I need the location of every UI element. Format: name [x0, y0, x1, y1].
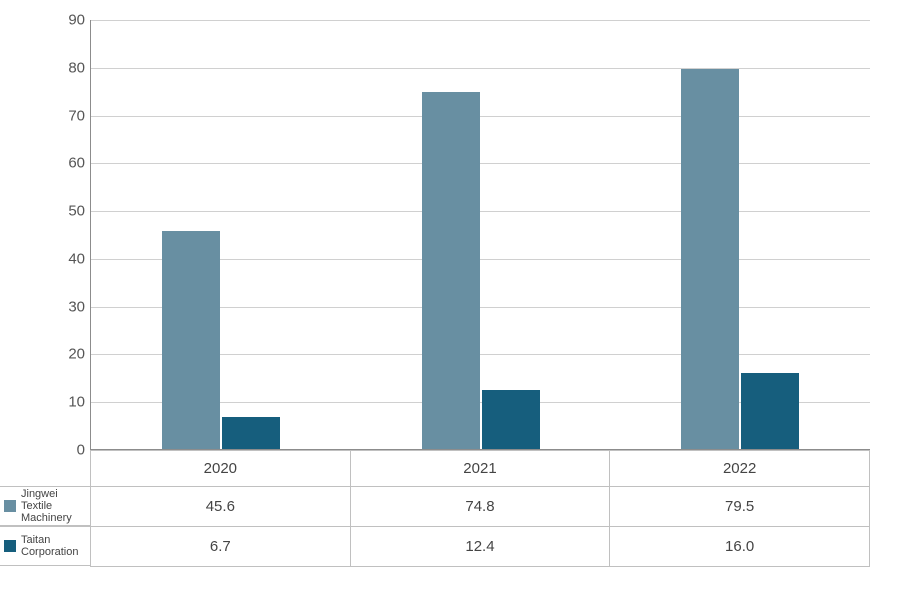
legend-label: Jingwei Textile Machinery	[21, 488, 90, 524]
y-tick-label: 90	[55, 12, 85, 29]
value-cell: 16.0	[610, 527, 870, 567]
y-tick-label: 10	[55, 394, 85, 411]
plot-and-table: 2020 2021 2022 45.6 74.8 79.5 6.7 12.4 1…	[90, 20, 870, 575]
legend-column: Jingwei Textile Machinery Taitan Corpora…	[0, 450, 90, 566]
bar-group	[351, 20, 611, 449]
chart-container: 0102030405060708090 2020 2021 2022 45.6 …	[0, 0, 900, 600]
legend-swatch-icon	[4, 500, 16, 512]
value-cell: 79.5	[610, 487, 870, 527]
y-tick-label: 70	[55, 107, 85, 124]
category-cell: 2021	[350, 451, 610, 487]
bar	[222, 417, 280, 449]
category-cell: 2022	[610, 451, 870, 487]
legend-label: Taitan Corporation	[21, 534, 90, 558]
table-header-row: 2020 2021 2022	[91, 451, 870, 487]
y-tick-label: 60	[55, 155, 85, 172]
y-tick-label: 40	[55, 250, 85, 267]
y-axis: 0102030405060708090	[55, 20, 85, 450]
y-tick-label: 20	[55, 346, 85, 363]
bar-group	[610, 20, 870, 449]
legend-item: Jingwei Textile Machinery	[0, 486, 90, 526]
bar	[162, 231, 220, 449]
table-row: 45.6 74.8 79.5	[91, 487, 870, 527]
bar	[482, 390, 540, 449]
legend-item: Taitan Corporation	[0, 526, 90, 566]
y-tick-label: 30	[55, 298, 85, 315]
legend-swatch-icon	[4, 540, 16, 552]
data-table: 2020 2021 2022 45.6 74.8 79.5 6.7 12.4 1…	[90, 450, 870, 567]
value-cell: 74.8	[350, 487, 610, 527]
bar	[681, 69, 739, 449]
plot-area	[90, 20, 870, 450]
bars-layer	[91, 20, 870, 449]
value-cell: 12.4	[350, 527, 610, 567]
y-tick-label: 80	[55, 59, 85, 76]
bar	[741, 373, 799, 449]
bar-group	[91, 20, 351, 449]
value-cell: 45.6	[91, 487, 351, 527]
category-cell: 2020	[91, 451, 351, 487]
table-row: 6.7 12.4 16.0	[91, 527, 870, 567]
bar	[422, 92, 480, 449]
value-cell: 6.7	[91, 527, 351, 567]
y-tick-label: 50	[55, 203, 85, 220]
